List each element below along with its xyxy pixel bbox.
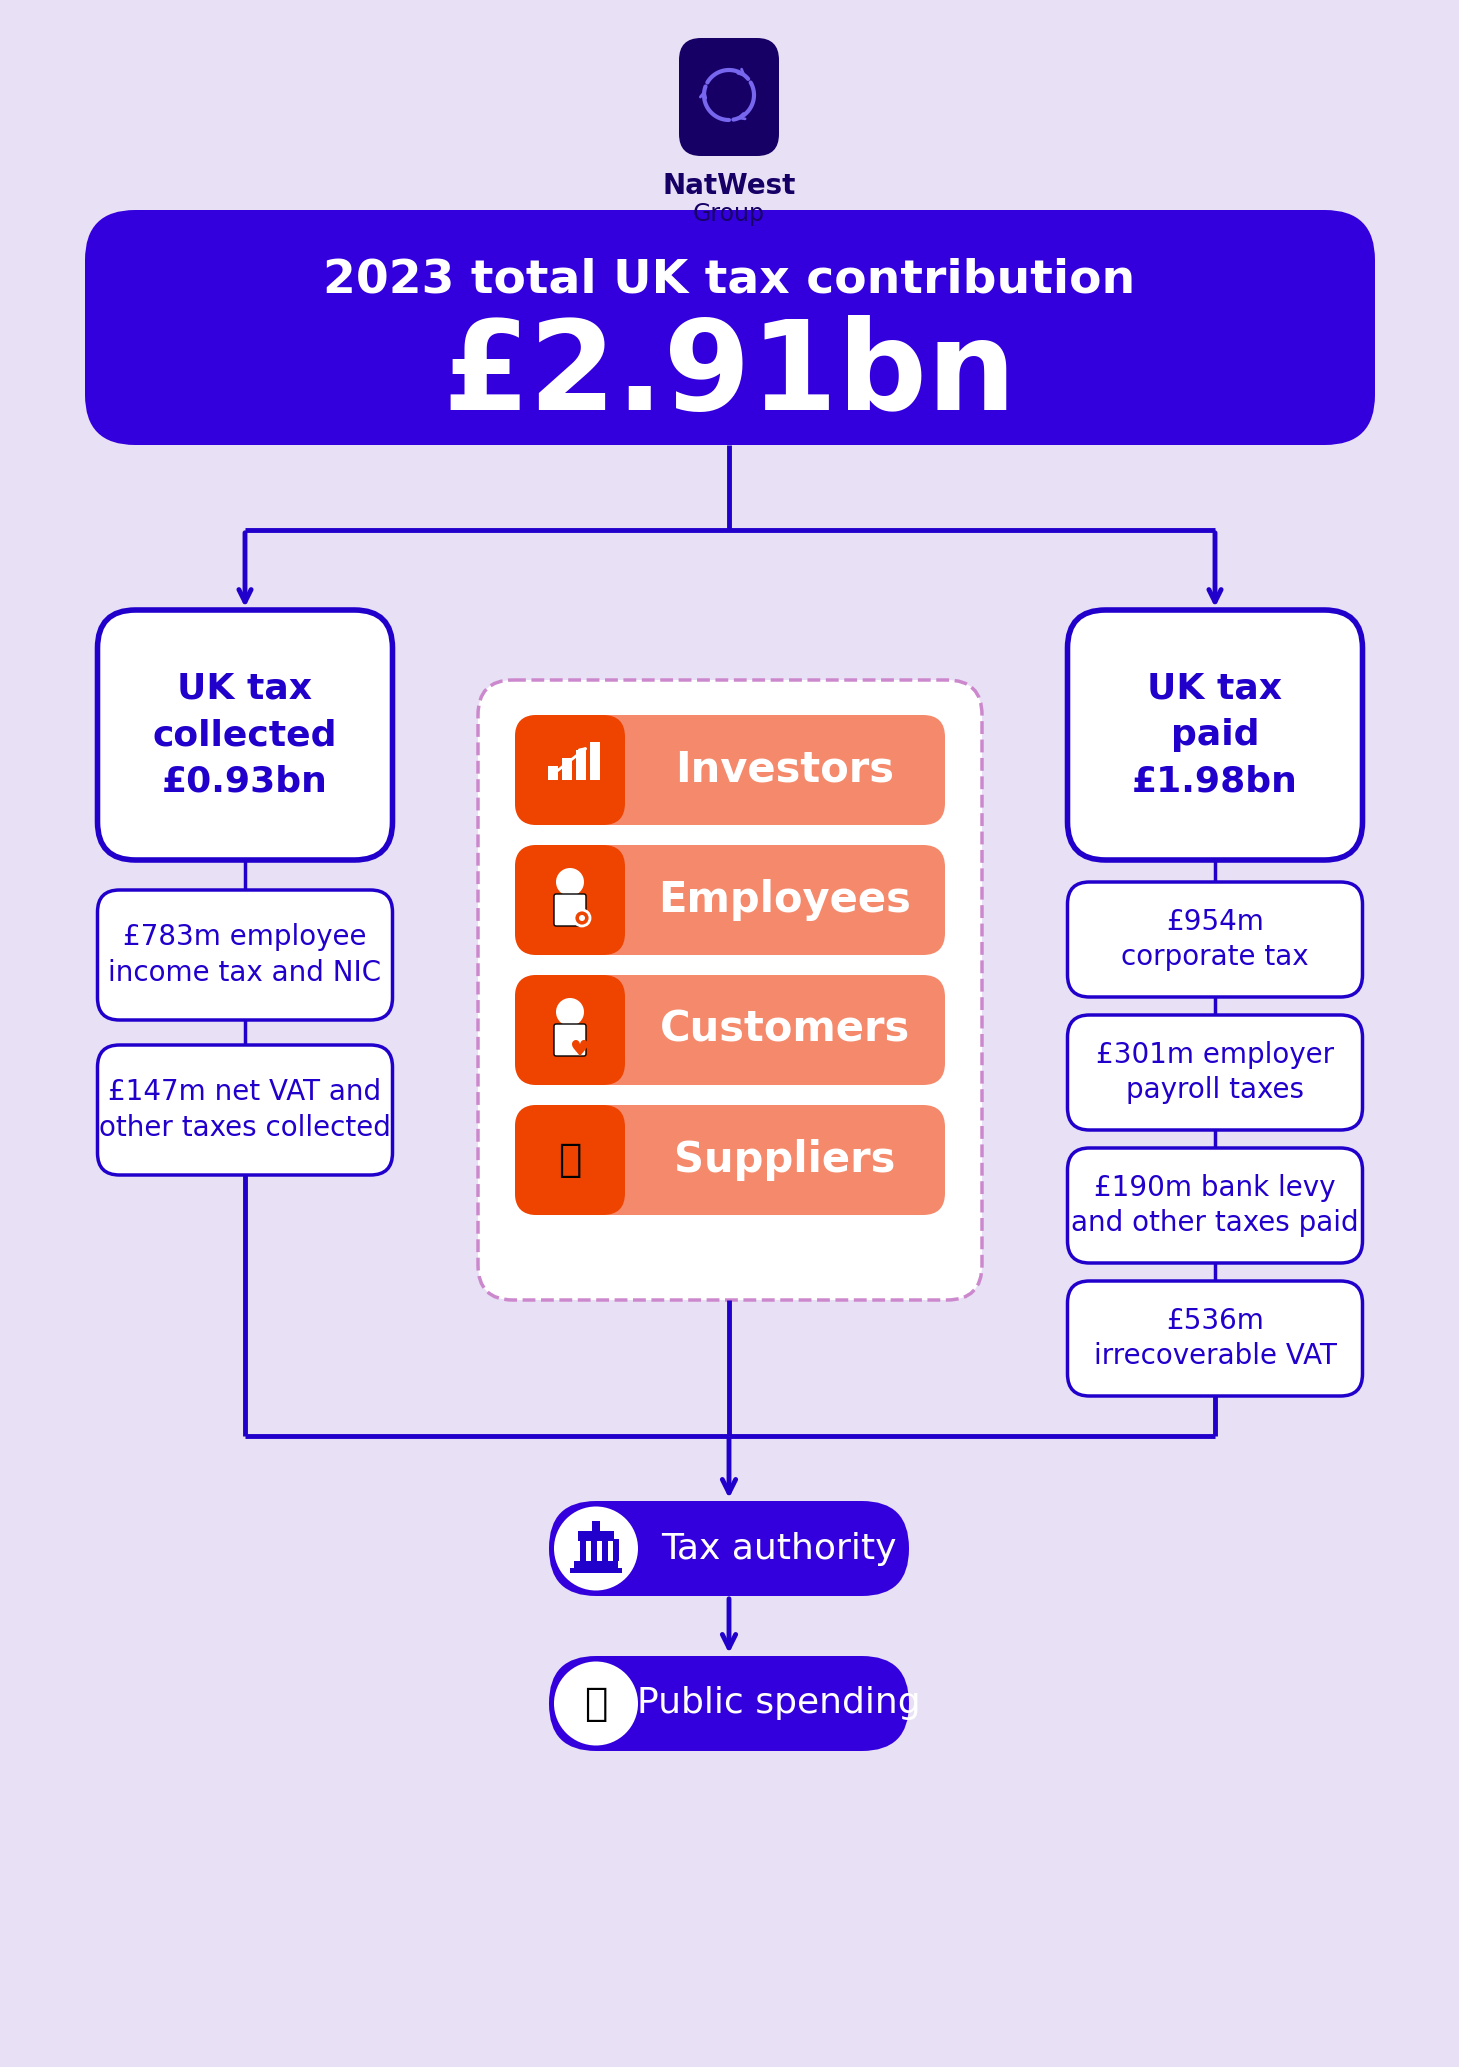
FancyBboxPatch shape xyxy=(515,976,624,1085)
Circle shape xyxy=(579,916,585,922)
FancyBboxPatch shape xyxy=(515,715,945,825)
FancyBboxPatch shape xyxy=(98,891,392,1019)
Circle shape xyxy=(554,1507,638,1590)
Circle shape xyxy=(556,868,584,895)
Text: NatWest: NatWest xyxy=(662,172,795,200)
Text: Group: Group xyxy=(693,203,765,225)
FancyBboxPatch shape xyxy=(85,211,1374,444)
Bar xyxy=(591,1538,597,1561)
Text: £190m bank levy
and other taxes paid: £190m bank levy and other taxes paid xyxy=(1071,1174,1358,1238)
FancyBboxPatch shape xyxy=(554,895,587,926)
Text: Customers: Customers xyxy=(659,1009,910,1050)
FancyBboxPatch shape xyxy=(554,1023,587,1056)
Bar xyxy=(613,1538,619,1561)
Text: 2023 total UK tax contribution: 2023 total UK tax contribution xyxy=(322,258,1135,302)
Text: UK tax
paid
£1.98bn: UK tax paid £1.98bn xyxy=(1132,672,1299,798)
Bar xyxy=(573,1561,619,1567)
Text: 🤲: 🤲 xyxy=(584,1685,608,1722)
Text: Investors: Investors xyxy=(676,748,894,792)
Text: Suppliers: Suppliers xyxy=(674,1139,896,1180)
FancyBboxPatch shape xyxy=(515,1106,945,1215)
FancyBboxPatch shape xyxy=(1068,1282,1363,1395)
Text: UK tax
collected
£0.93bn: UK tax collected £0.93bn xyxy=(153,672,337,798)
Bar xyxy=(570,1567,622,1573)
Bar xyxy=(549,767,557,779)
FancyBboxPatch shape xyxy=(549,1656,909,1751)
Circle shape xyxy=(556,998,584,1025)
Bar xyxy=(603,1538,608,1561)
FancyBboxPatch shape xyxy=(1068,610,1363,860)
FancyBboxPatch shape xyxy=(98,610,392,860)
Text: Public spending: Public spending xyxy=(636,1687,921,1720)
FancyBboxPatch shape xyxy=(515,845,624,955)
Text: Tax authority: Tax authority xyxy=(661,1532,896,1565)
Text: £954m
corporate tax: £954m corporate tax xyxy=(1121,907,1309,971)
Bar xyxy=(578,1530,614,1540)
FancyBboxPatch shape xyxy=(1068,883,1363,996)
Bar xyxy=(592,1521,600,1532)
Text: £147m net VAT and
other taxes collected: £147m net VAT and other taxes collected xyxy=(99,1079,391,1141)
FancyBboxPatch shape xyxy=(98,1046,392,1174)
Text: ♥: ♥ xyxy=(570,1040,589,1060)
FancyBboxPatch shape xyxy=(1068,1147,1363,1263)
Text: £2.91bn: £2.91bn xyxy=(442,314,1015,436)
Bar xyxy=(589,742,600,779)
FancyBboxPatch shape xyxy=(549,1501,909,1596)
Bar xyxy=(562,759,572,779)
Text: £536m
irrecoverable VAT: £536m irrecoverable VAT xyxy=(1094,1306,1336,1370)
Text: £301m employer
payroll taxes: £301m employer payroll taxes xyxy=(1096,1040,1334,1104)
Text: 🛒: 🛒 xyxy=(559,1141,582,1178)
FancyBboxPatch shape xyxy=(1068,1015,1363,1131)
Text: £783m employee
income tax and NIC: £783m employee income tax and NIC xyxy=(108,924,382,986)
Text: Employees: Employees xyxy=(658,878,912,922)
FancyBboxPatch shape xyxy=(515,1106,624,1215)
Bar xyxy=(581,1538,587,1561)
FancyBboxPatch shape xyxy=(678,37,779,155)
Bar xyxy=(576,750,587,779)
Circle shape xyxy=(554,1662,638,1745)
FancyBboxPatch shape xyxy=(515,976,945,1085)
FancyBboxPatch shape xyxy=(515,845,945,955)
Circle shape xyxy=(573,909,589,926)
FancyBboxPatch shape xyxy=(515,715,624,825)
FancyBboxPatch shape xyxy=(479,680,982,1300)
